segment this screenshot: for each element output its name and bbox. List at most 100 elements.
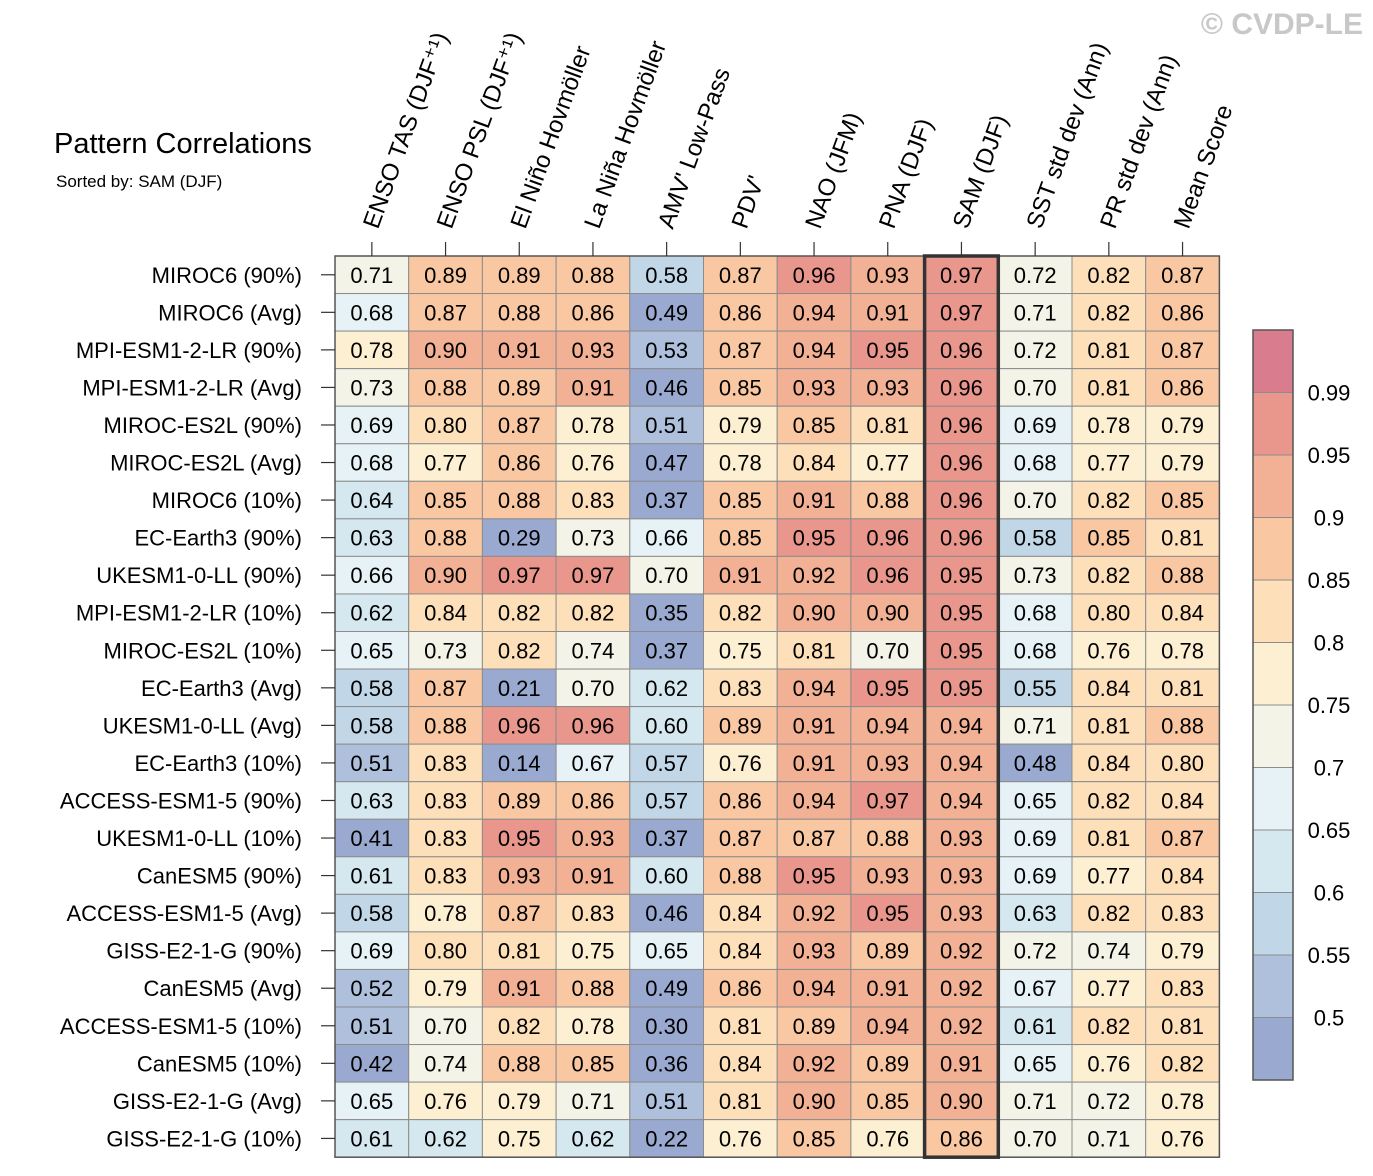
heatmap-cell (1071, 293, 1147, 332)
cell-value: 0.51 (350, 751, 393, 776)
cell-value: 0.95 (940, 601, 983, 626)
heatmap-cell (629, 743, 704, 783)
cell-value: 0.96 (866, 526, 909, 551)
cell-value: 0.62 (572, 1126, 615, 1151)
cell-value: 0.93 (866, 375, 909, 400)
cell-value: 0.71 (572, 1089, 615, 1114)
heatmap-cell (924, 368, 999, 407)
cell-value: 0.66 (350, 563, 393, 588)
cell-value: 0.36 (645, 1051, 688, 1076)
heatmap-cell (334, 818, 410, 858)
column-label: PNA (DJF) (874, 115, 939, 232)
cell-value: 0.84 (1161, 864, 1204, 889)
heatmap-cell (1145, 706, 1220, 745)
colorbar-tick-label: 0.95 (1308, 443, 1351, 468)
heatmap-cell (629, 1006, 704, 1046)
heatmap-cell (1145, 1119, 1220, 1158)
heatmap-cell (776, 706, 852, 745)
cell-value: 0.87 (719, 338, 762, 363)
colorbar-segment (1252, 329, 1294, 393)
heatmap-cell (408, 1119, 483, 1158)
heatmap-cell (776, 293, 852, 332)
cell-value: 0.73 (424, 638, 467, 663)
heatmap-cell (850, 1081, 926, 1121)
cell-value: 0.65 (1014, 1051, 1057, 1076)
cell-value: 0.86 (572, 788, 615, 813)
heatmap-cell (1071, 818, 1147, 858)
row-label: MPI-ESM1-2-LR (10%) (76, 601, 302, 626)
colorbar-segment (1252, 517, 1294, 581)
cell-value: 0.95 (793, 864, 836, 889)
heatmap-cell (1071, 668, 1147, 708)
cell-value: 0.94 (940, 788, 983, 813)
cell-value: 0.84 (424, 601, 467, 626)
row-label: MPI-ESM1-2-LR (Avg) (82, 375, 302, 400)
cell-value: 0.97 (866, 788, 909, 813)
heatmap-cell (408, 818, 483, 858)
cell-value: 0.83 (719, 676, 762, 701)
heatmap-cell (997, 781, 1073, 820)
cell-value: 0.95 (940, 638, 983, 663)
cell-value: 0.91 (498, 976, 541, 1001)
heatmap-cell (850, 893, 926, 933)
heatmap-cell (924, 1006, 999, 1046)
heatmap-cell (1071, 631, 1147, 670)
cell-values: 0.71 0.89 0.89 0.88 0.58 0.87 0.96 0.93 0.97 0.72… (350, 263, 1204, 1152)
heatmap-cell (1145, 593, 1220, 633)
cell-value: 0.93 (940, 826, 983, 851)
cell-value: 0.91 (793, 713, 836, 738)
column-label: NAO (JFM) (800, 109, 867, 232)
cell-value: 0.86 (719, 788, 762, 813)
colorbar-segment (1252, 704, 1294, 768)
cell-value: 0.97 (572, 563, 615, 588)
heatmap-cell (997, 668, 1073, 708)
heatmap-cell (1071, 706, 1147, 745)
cell-value: 0.96 (940, 488, 983, 513)
cell-value: 0.84 (1087, 676, 1130, 701)
heatmap-cell (555, 368, 631, 407)
column-label: PDV' (727, 172, 771, 232)
heatmap-cell (703, 706, 778, 745)
cell-value: 0.82 (719, 601, 762, 626)
cell-value: 0.71 (1014, 1089, 1057, 1114)
cell-value: 0.69 (350, 939, 393, 964)
heatmap-cell (629, 931, 704, 970)
cell-value: 0.85 (719, 526, 762, 551)
heatmap-cell (1145, 518, 1220, 557)
heatmap-cell (1071, 968, 1147, 1008)
cell-value: 0.84 (1087, 751, 1130, 776)
cell-value: 0.62 (350, 601, 393, 626)
heatmap-cell (850, 1044, 926, 1083)
cell-value: 0.77 (1087, 864, 1130, 889)
heatmap-cell (481, 668, 557, 708)
cell-value: 0.72 (1014, 263, 1057, 288)
heatmap-cell (776, 405, 852, 445)
cell-value: 0.86 (1161, 300, 1204, 325)
heatmap-cell (703, 293, 778, 332)
cell-value: 0.82 (1087, 300, 1130, 325)
heatmap-cell (924, 781, 999, 820)
cell-value: 0.70 (424, 1014, 467, 1039)
cell-value: 0.63 (350, 788, 393, 813)
cell-value: 0.88 (424, 713, 467, 738)
cell-value: 0.92 (793, 1051, 836, 1076)
heatmap-cell (924, 631, 999, 670)
cell-value: 0.14 (498, 751, 541, 776)
cell-value: 0.81 (1087, 713, 1130, 738)
heatmap-cell (334, 631, 410, 670)
heatmap-cell (776, 1044, 852, 1083)
cell-value: 0.57 (645, 751, 688, 776)
colorbar-segment (1252, 454, 1294, 518)
heatmap-cell (776, 518, 852, 557)
cell-value: 0.88 (866, 826, 909, 851)
cell-value: 0.69 (1014, 864, 1057, 889)
cell-value: 0.74 (1087, 939, 1130, 964)
cell-value: 0.41 (350, 826, 393, 851)
cell-value: 0.91 (866, 300, 909, 325)
cell-value: 0.68 (350, 451, 393, 476)
heatmap-cell (776, 593, 852, 633)
heatmap-cell (629, 480, 704, 520)
cell-value: 0.81 (1087, 375, 1130, 400)
colorbar-tick-label: 0.55 (1308, 943, 1351, 968)
heatmap-cell (1145, 631, 1220, 670)
